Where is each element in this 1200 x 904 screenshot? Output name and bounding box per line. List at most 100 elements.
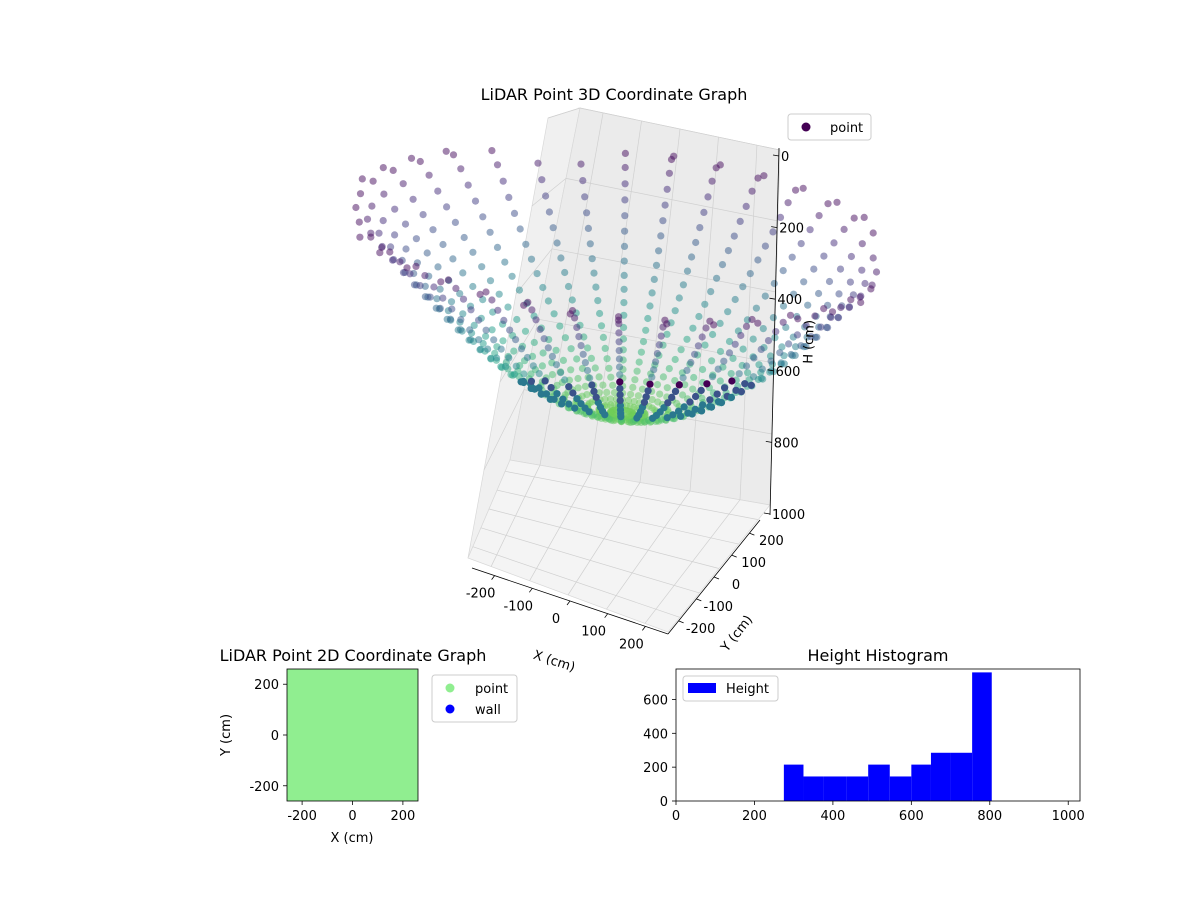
scatter-point-3d	[869, 254, 877, 262]
scatter-point-3d	[742, 322, 751, 330]
scatter-point-3d	[584, 344, 592, 352]
scatter-point-3d-front	[542, 390, 551, 398]
chart-2d-plot-area	[286, 668, 419, 802]
scatter-point-3d	[557, 254, 565, 262]
scatter-point-3d	[534, 159, 542, 167]
scatter-point-3d	[813, 333, 821, 341]
scatter-point-3d-front	[697, 386, 705, 394]
scatter-point-3d	[515, 286, 524, 294]
scatter-point-3d	[749, 335, 757, 343]
scatter-point-3d	[439, 294, 447, 302]
scatter-point-3d	[683, 335, 691, 343]
z-tick-3d	[767, 369, 774, 372]
scatter-point-3d	[784, 199, 792, 207]
scatter-point-3d	[577, 342, 585, 350]
scatter-point-3d	[659, 373, 668, 381]
scatter-point-3d	[811, 312, 819, 320]
scatter-point-3d	[443, 203, 451, 211]
scatter-point-3d	[356, 233, 364, 241]
grid-line-wall	[689, 137, 719, 492]
scatter-point-3d	[671, 377, 679, 385]
scatter-point-3d-front	[664, 399, 672, 407]
scatter-point-3d	[815, 212, 823, 220]
scatter-point-3d-front	[616, 391, 624, 399]
scatter-point-3d	[376, 249, 384, 257]
scatter-point-3d	[451, 218, 459, 226]
scatter-point-3d	[694, 342, 703, 350]
scatter-point-3d	[671, 307, 679, 315]
scatter-point-3d-front	[640, 398, 649, 406]
scatter-point-3d	[520, 370, 528, 378]
scatter-point-3d	[653, 381, 662, 389]
scatter-point-3d	[779, 318, 787, 326]
scatter-point-3d	[545, 208, 554, 216]
scatter-point-3d	[557, 369, 565, 377]
z-tick-3d	[765, 441, 772, 443]
scatter-point-3d	[548, 352, 557, 360]
scatter-point-3d	[470, 321, 478, 329]
grid-line-wall-h-left	[531, 178, 567, 207]
scatter-point-3d	[552, 346, 560, 354]
scatter-point-3d	[603, 388, 611, 396]
scatter-point-3d	[505, 354, 513, 362]
x-tick-label-hist: 0	[672, 809, 680, 824]
scatter-point-3d	[520, 301, 528, 309]
scatter-point-3d	[767, 367, 775, 375]
histogram-bar	[930, 752, 951, 801]
x-tick-label-hist: 600	[899, 809, 924, 824]
scatter-point-3d	[508, 272, 516, 280]
y-tick-label-hist: 0	[660, 795, 668, 810]
scatter-point-3d	[858, 266, 866, 274]
scatter-point-3d	[714, 365, 722, 373]
scatter-point-3d	[482, 326, 490, 334]
scatter-point-3d	[434, 187, 442, 195]
scatter-point-3d	[620, 257, 628, 265]
scatter-point-3d	[847, 296, 855, 304]
x-tick-label-3d: 200	[619, 637, 644, 652]
scatter-point-3d	[530, 338, 538, 347]
scatter-point-3d	[539, 349, 547, 357]
scatter-point-3d	[469, 248, 477, 256]
scatter-point-3d	[792, 343, 800, 351]
scatter-point-3d	[487, 354, 495, 362]
scatter-point-3d-front	[699, 401, 707, 409]
scatter-point-3d	[827, 313, 835, 321]
scatter-point-3d	[511, 336, 520, 344]
scatter-point-3d	[620, 299, 628, 307]
scatter-point-3d	[544, 344, 552, 352]
z-tick-label-3d: 0	[781, 150, 789, 165]
scatter-point-3d	[627, 390, 635, 398]
scatter-point-3d	[460, 233, 468, 242]
x-ticks-3d: -200 -100 0 100 200	[466, 575, 646, 652]
scatter-point-3d	[591, 364, 599, 372]
scatter-point-3d	[475, 336, 483, 344]
scatter-point-3d-front	[519, 377, 528, 386]
scatter-point-3d	[620, 242, 629, 250]
scatter-point-3d	[510, 347, 518, 355]
scatter-point-3d	[788, 253, 796, 261]
scatter-point-3d	[746, 270, 754, 278]
scatter-point-3d	[447, 298, 456, 306]
scatter-point-3d	[367, 233, 375, 241]
scatter-point-3d	[581, 193, 589, 201]
scatter-point-3d	[550, 310, 558, 318]
scatter-point-3d	[769, 314, 778, 322]
scatter-point-3d	[708, 177, 716, 185]
scatter-point-3d-front	[527, 377, 536, 385]
scatter-point-3d	[648, 396, 656, 404]
scatter-point-3d	[583, 209, 591, 217]
scatter-point-3d	[637, 348, 646, 356]
scatter-point-3d	[548, 371, 557, 379]
scatter-point-3d	[436, 304, 444, 312]
scatter-point-3d	[679, 374, 687, 382]
scatter-point-3d	[708, 373, 717, 381]
scatter-point-3d	[638, 385, 647, 393]
x-tick-label-3d: -100	[504, 599, 534, 614]
scatter-point-3d	[539, 283, 547, 292]
scatter-point-3d	[389, 166, 397, 174]
legend-2d: point wall	[431, 674, 518, 723]
scatter-point-3d-front	[535, 384, 543, 392]
scatter-point-3d	[850, 214, 858, 222]
y-tick-label-hist: 200	[643, 761, 668, 776]
scatter-point-3d-front	[680, 403, 688, 411]
